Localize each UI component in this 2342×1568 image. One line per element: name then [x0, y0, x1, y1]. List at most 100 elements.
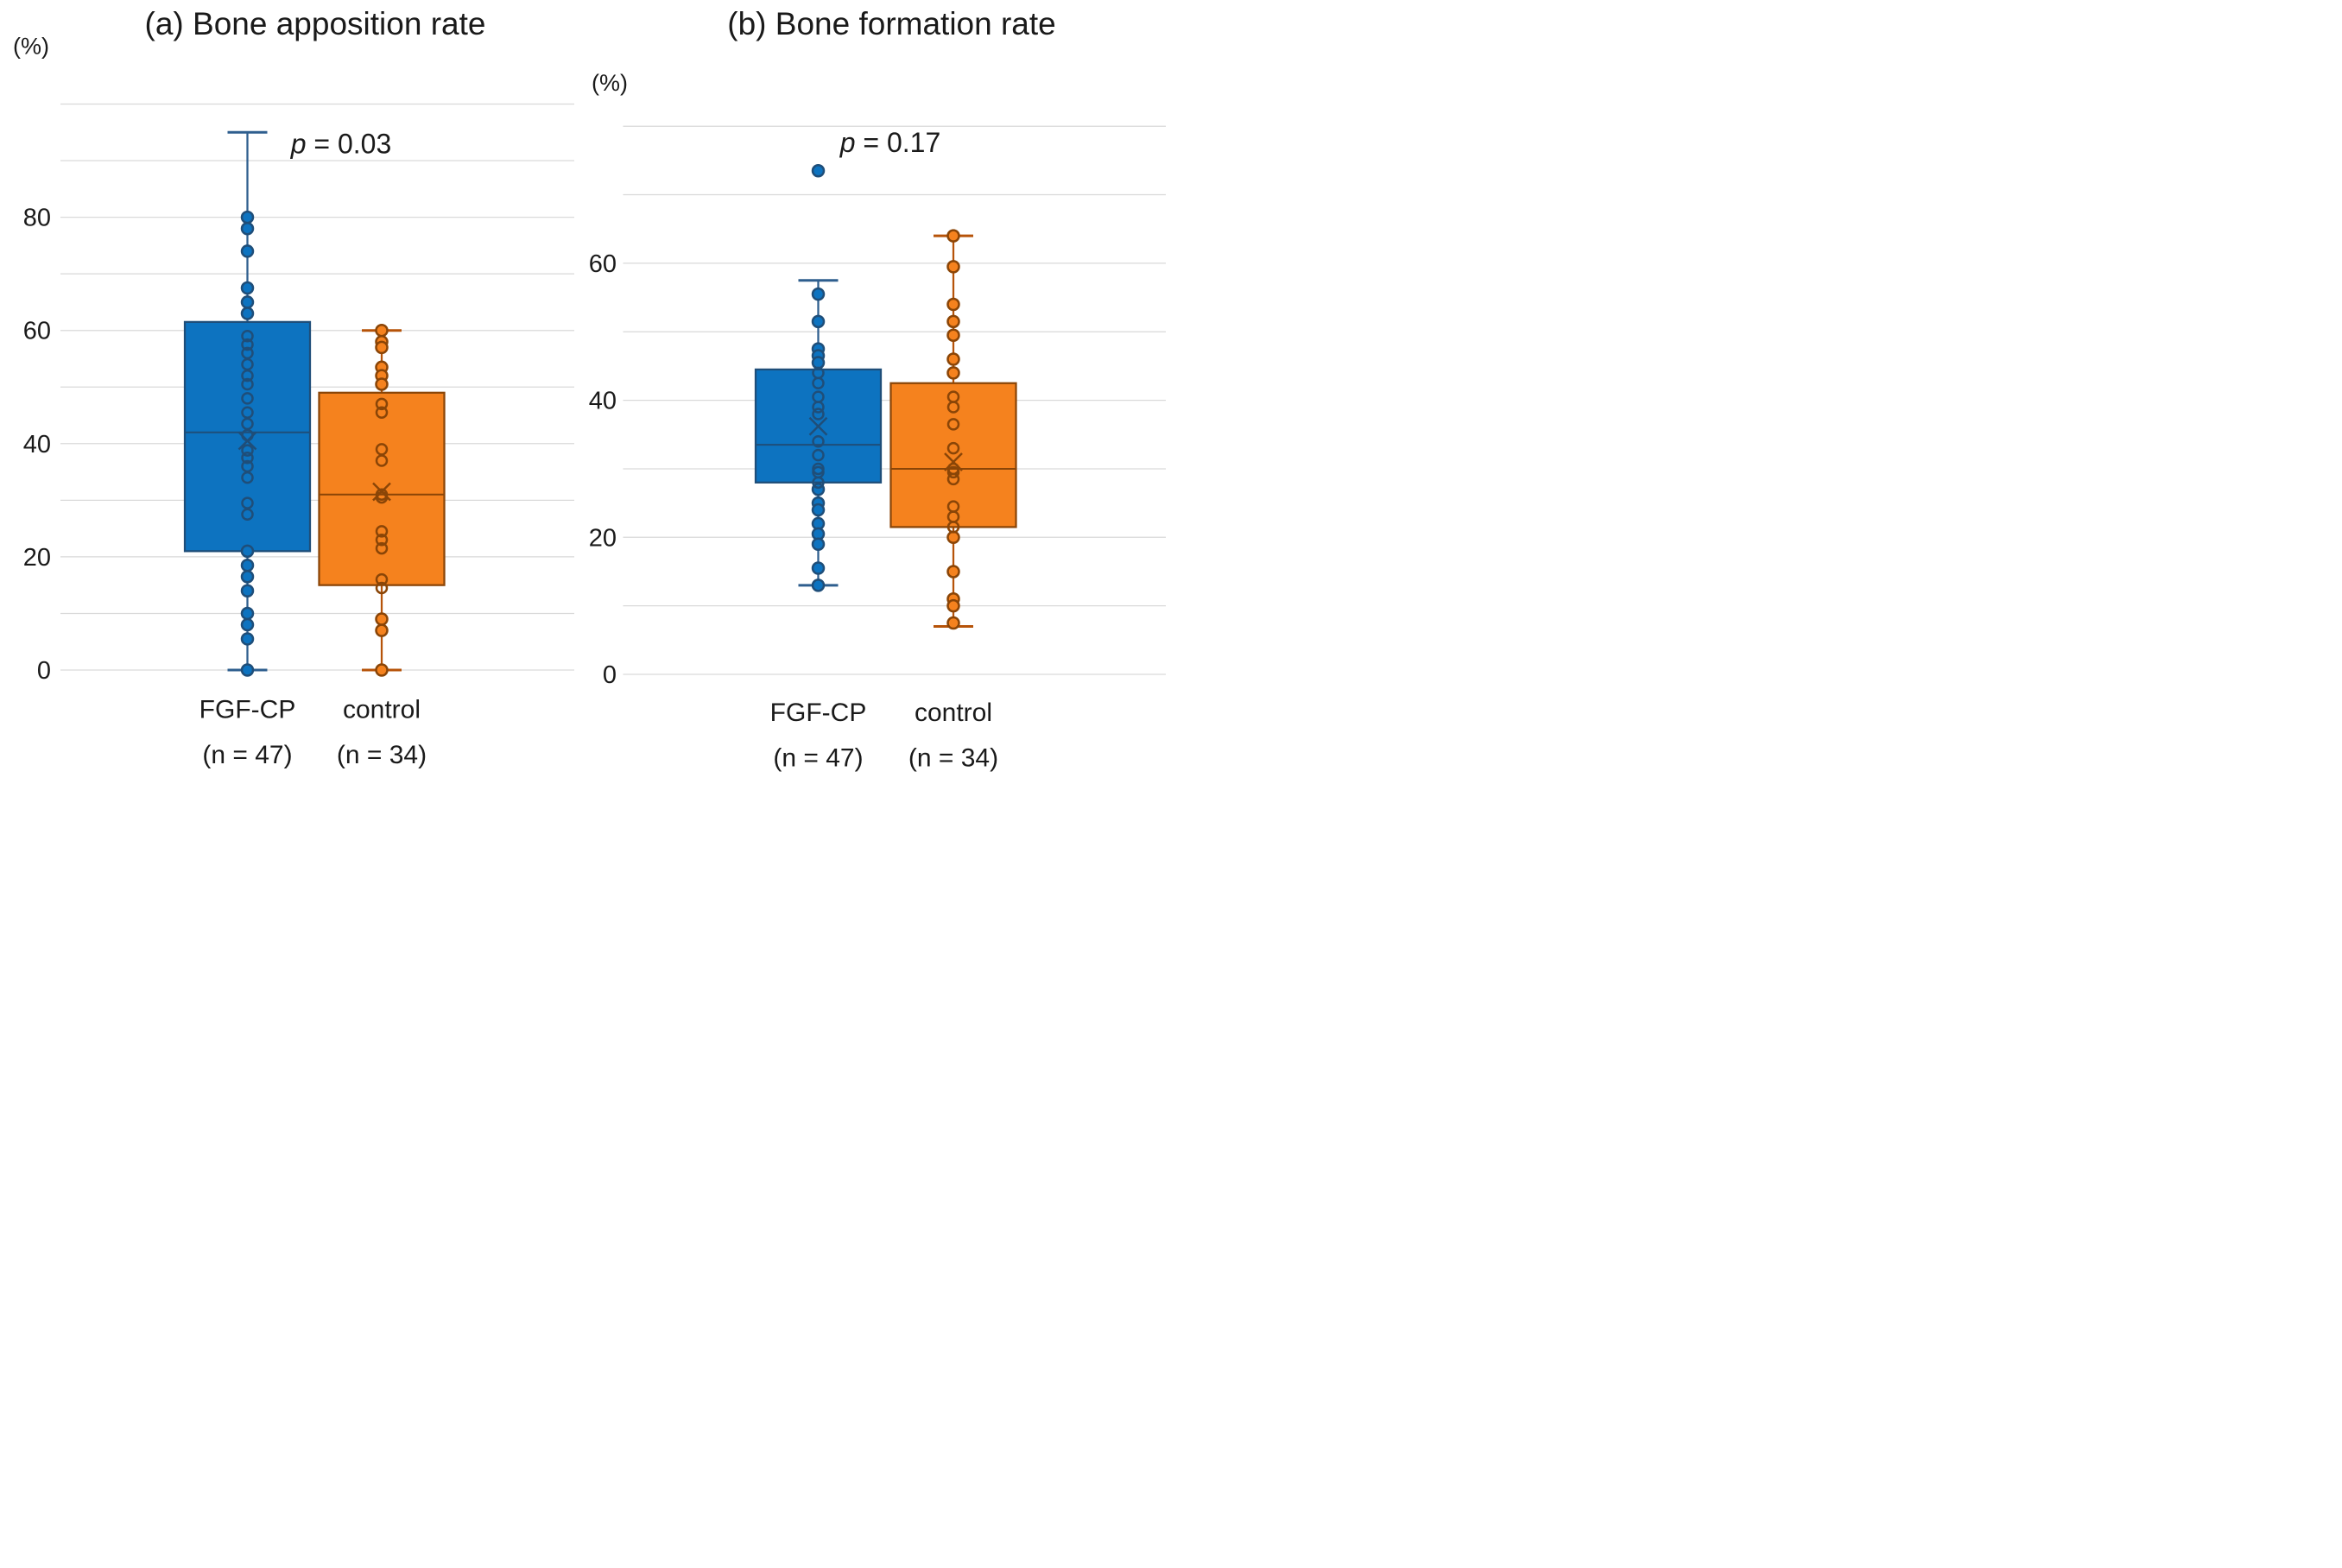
data-point-open: [812, 476, 825, 490]
data-point-filled: [240, 584, 255, 597]
data-point-filled: [375, 377, 389, 391]
data-points: [811, 164, 826, 592]
data-point-filled: [811, 356, 826, 370]
data-point-filled: [946, 598, 960, 613]
data-point-open: [241, 508, 254, 521]
y-tick-label: 20: [23, 544, 51, 572]
data-point-open: [241, 451, 254, 465]
data-point-filled: [240, 558, 255, 572]
data-point-filled: [240, 632, 255, 646]
panel-title: (b) Bone formation rate: [727, 6, 1055, 41]
axis-unit-label: (%): [13, 34, 49, 60]
box-series-fgf-cp: [754, 164, 883, 592]
data-point-open: [241, 330, 254, 343]
data-points: [946, 229, 960, 630]
p-value-label: p = 0.17: [839, 127, 941, 158]
y-tick-label: 40: [589, 388, 617, 415]
data-point-filled: [946, 352, 960, 366]
data-point-filled: [240, 295, 255, 309]
panel-a: 0 20 40 60 80 (%) (a) Bone apposition rate p = …: [13, 6, 574, 769]
p-value-label: p = 0.03: [290, 129, 392, 160]
data-point-open: [375, 406, 389, 419]
data-point-filled: [240, 544, 255, 559]
data-point-filled: [240, 663, 255, 677]
data-point-filled: [375, 340, 389, 355]
data-point-open: [812, 448, 825, 462]
data-point-filled: [811, 287, 826, 301]
data-point-filled: [375, 612, 389, 626]
category-n-label: (n = 34): [908, 744, 998, 773]
data-points: [375, 323, 389, 677]
data-point-filled: [240, 281, 255, 295]
data-point-filled: [946, 260, 960, 274]
mean-x-marker: [944, 452, 963, 471]
data-point-filled: [811, 561, 826, 575]
data-point-filled: [946, 297, 960, 312]
mean-x-marker: [372, 482, 391, 502]
data-point-filled: [811, 579, 826, 592]
data-point-open: [241, 471, 254, 484]
data-point-open: [375, 541, 389, 555]
y-tick-label: 60: [23, 318, 51, 345]
data-point-open: [241, 369, 254, 383]
data-point-open: [812, 376, 825, 390]
category-n-label: (n = 47): [773, 744, 863, 773]
iqr-box: [889, 382, 1017, 528]
data-point-filled: [240, 617, 255, 632]
panel-b: 0 20 40 60 (%) (b) Bone formation rate p = 0.1…: [589, 6, 1166, 773]
data-point-filled: [946, 229, 960, 243]
category-label: FGF-CP: [770, 699, 867, 727]
category-label: control: [343, 696, 421, 724]
category-n-label: (n = 47): [202, 741, 292, 769]
data-point-filled: [240, 570, 255, 584]
data-point-filled: [375, 663, 389, 677]
gridlines: [60, 103, 574, 671]
panel-title: (a) Bone apposition rate: [145, 6, 486, 41]
category-n-label: (n = 34): [337, 741, 427, 769]
data-point-open: [375, 397, 389, 411]
data-point-open: [241, 377, 254, 391]
y-tick-label: 0: [603, 661, 617, 689]
box-series-fgf-cp: [183, 130, 312, 677]
data-points: [240, 210, 255, 677]
data-point-open: [375, 581, 389, 595]
data-point-filled: [811, 503, 826, 517]
mean-x-marker: [237, 431, 257, 451]
data-point-filled: [240, 307, 255, 320]
data-point-filled: [811, 164, 826, 178]
figure-canvas: 0 20 40 60 80 (%) (a) Bone apposition rate p = …: [13, 6, 1166, 773]
data-point-filled: [240, 221, 255, 236]
data-point-open: [946, 418, 960, 431]
data-point-filled: [240, 244, 255, 258]
data-point-filled: [946, 366, 960, 380]
data-point-open: [946, 472, 960, 486]
data-point-open: [241, 444, 254, 457]
box-series-control: [889, 229, 1017, 630]
data-point-filled: [946, 565, 960, 579]
data-point-open: [946, 465, 960, 479]
y-tick-label: 60: [589, 250, 617, 278]
data-point-filled: [946, 328, 960, 342]
category-label: control: [915, 699, 992, 727]
data-point-filled: [946, 314, 960, 329]
data-point-open: [375, 572, 389, 586]
data-point-open: [812, 408, 825, 420]
data-point-open: [946, 441, 960, 455]
data-point-open: [375, 525, 389, 538]
y-tick-label: 80: [23, 205, 51, 232]
data-point-open: [812, 401, 825, 414]
data-point-filled: [240, 210, 255, 224]
data-point-open: [946, 401, 960, 414]
y-tick-label: 0: [37, 657, 51, 685]
data-point-filled: [811, 537, 826, 551]
data-point-filled: [946, 616, 960, 630]
data-point-filled: [375, 323, 389, 338]
data-point-open: [375, 533, 389, 547]
box-series-control: [318, 323, 446, 677]
boxplot-figure: 0 20 40 60 80 (%) (a) Bone apposition rate p = …: [0, 0, 1171, 784]
data-point-open: [241, 392, 254, 405]
data-point-open: [946, 521, 960, 534]
y-tick-label: 20: [589, 524, 617, 552]
data-point-filled: [946, 530, 960, 545]
category-label: FGF-CP: [199, 696, 296, 724]
